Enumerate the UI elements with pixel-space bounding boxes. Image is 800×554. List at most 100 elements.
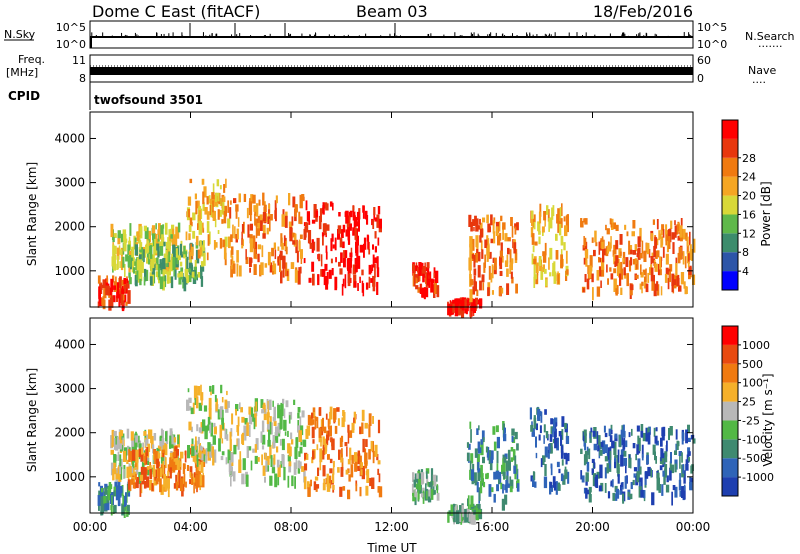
echo-cell xyxy=(197,223,199,230)
echo-cell xyxy=(660,286,663,296)
echo-cell xyxy=(355,483,358,492)
echo-cell xyxy=(105,278,109,288)
echo-cell xyxy=(532,477,535,487)
echo-cell xyxy=(581,475,585,483)
echo-cell xyxy=(201,446,204,451)
echo-cell xyxy=(97,301,100,308)
echo-cell xyxy=(607,245,609,254)
echo-cell xyxy=(682,432,685,441)
echo-cell xyxy=(226,390,228,396)
echo-cell xyxy=(538,230,541,235)
colorbar-frame xyxy=(721,119,739,291)
echo-cell xyxy=(416,473,419,479)
echo-cell xyxy=(199,474,203,486)
echo-cell xyxy=(351,454,354,464)
echo-cell xyxy=(603,248,607,256)
echo-cell xyxy=(583,237,587,247)
echo-cell xyxy=(422,490,425,504)
echo-cell xyxy=(136,260,139,274)
echo-cell xyxy=(116,436,119,449)
echo-cell xyxy=(112,295,116,303)
echo-cell xyxy=(681,486,684,498)
echo-cell xyxy=(207,424,210,431)
echo-cell xyxy=(690,477,694,483)
echo-cell xyxy=(110,505,112,511)
echo-cell xyxy=(148,230,151,243)
echo-cell xyxy=(605,246,609,257)
echo-cell xyxy=(179,271,183,277)
echo-cell xyxy=(341,448,343,458)
echo-cell xyxy=(551,207,554,220)
echo-cell xyxy=(98,504,100,511)
echo-cell xyxy=(560,473,564,482)
echo-cell xyxy=(583,257,587,265)
echo-cell xyxy=(134,481,136,489)
echo-cell xyxy=(283,466,286,481)
echo-cell xyxy=(190,264,193,269)
echo-cell xyxy=(266,465,270,472)
echo-cell xyxy=(420,493,424,498)
echo-cell xyxy=(495,226,499,236)
echo-cell xyxy=(549,217,553,229)
echo-cell xyxy=(565,250,568,264)
echo-cell xyxy=(177,475,181,489)
echo-cell xyxy=(139,226,143,236)
echo-cell xyxy=(583,429,587,436)
echo-cell xyxy=(219,238,223,249)
echo-cell xyxy=(201,453,204,461)
echo-cell xyxy=(160,457,164,464)
echo-cell xyxy=(331,438,335,451)
echo-cell xyxy=(366,215,369,225)
echo-cell xyxy=(617,449,620,463)
echo-cell xyxy=(341,417,345,428)
echo-cell xyxy=(241,473,245,485)
echo-cell xyxy=(374,257,378,264)
echo-cell xyxy=(203,186,207,198)
echo-cell xyxy=(260,262,264,276)
echo-cell xyxy=(118,462,122,475)
echo-cell xyxy=(586,461,590,472)
echo-cell xyxy=(543,211,547,221)
echo-cell xyxy=(128,449,131,462)
echo-cell xyxy=(138,255,142,265)
echo-cell xyxy=(480,473,484,483)
echo-cell xyxy=(139,474,144,481)
echo-cell xyxy=(664,451,668,463)
echo-cell xyxy=(182,477,185,484)
echo-cell xyxy=(199,241,202,256)
echo-cell xyxy=(128,264,131,273)
echo-cell xyxy=(583,439,586,447)
echo-cell xyxy=(267,421,270,430)
echo-cell xyxy=(668,236,671,249)
echo-cell xyxy=(202,419,206,432)
echo-cell xyxy=(351,422,355,430)
echo-cell xyxy=(152,237,156,243)
echo-cell xyxy=(167,484,170,498)
echo-cell xyxy=(228,236,231,249)
echo-cell xyxy=(275,426,279,437)
echo-cell xyxy=(479,447,482,454)
echo-cell xyxy=(506,483,511,488)
echo-cell xyxy=(421,472,425,484)
echo-cell xyxy=(299,249,303,259)
echo-cell xyxy=(139,278,142,286)
echo-cell xyxy=(221,397,224,403)
echo-cell xyxy=(511,276,514,284)
echo-cell xyxy=(681,452,683,463)
echo-cell xyxy=(556,461,560,468)
colorbar-tick-label: -25 xyxy=(742,414,760,427)
echo-cell xyxy=(208,231,211,245)
echo-cell xyxy=(480,480,483,494)
echo-cell xyxy=(230,474,232,487)
echo-cell xyxy=(502,226,504,240)
echo-cell xyxy=(208,195,211,204)
echo-cell xyxy=(162,453,165,458)
echo-cell xyxy=(127,244,131,255)
echo-cell xyxy=(248,201,253,216)
echo-cell xyxy=(617,468,620,477)
echo-cell xyxy=(677,235,681,241)
echo-cell xyxy=(176,460,180,470)
echo-cell xyxy=(200,276,204,287)
echo-cell xyxy=(640,430,644,438)
